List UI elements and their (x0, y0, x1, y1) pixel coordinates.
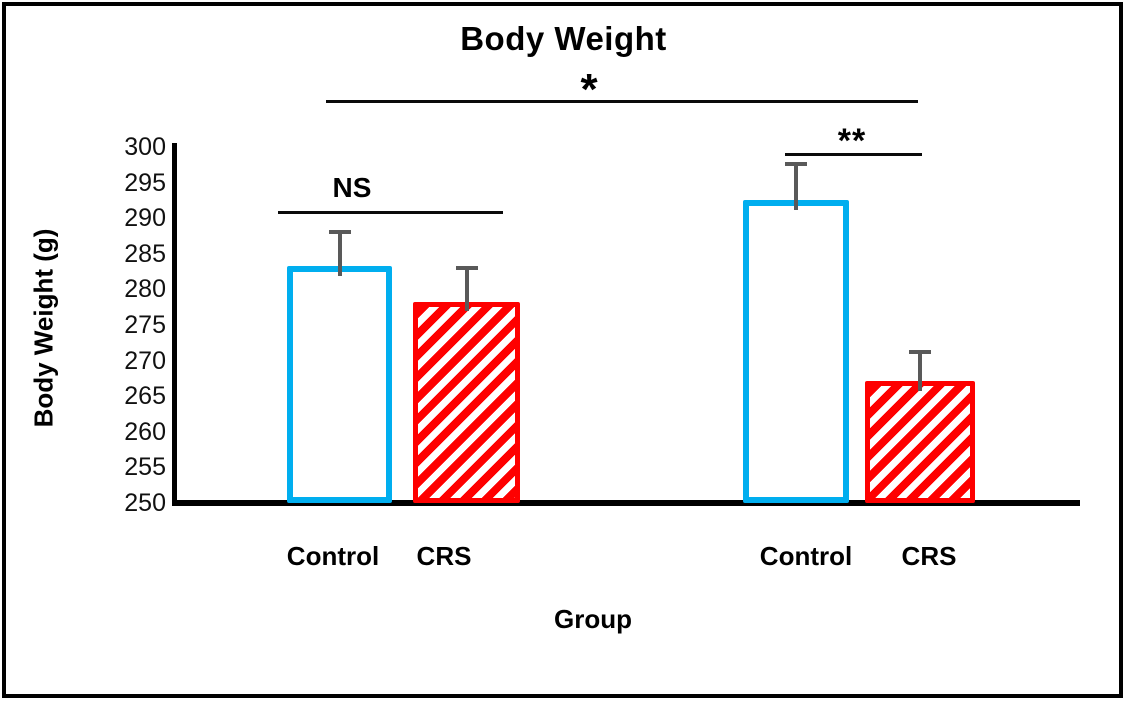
chart-title: Body Weight (460, 20, 667, 57)
error-bar-cap-control-group2 (785, 161, 807, 166)
x-category-label-crs-group2: CRS (901, 541, 957, 571)
significance-line-ns (278, 211, 503, 214)
error-bar-cap-control-group1 (328, 230, 351, 235)
significance-label-ns: NS (332, 172, 372, 203)
bar-crs-group1 (413, 301, 520, 503)
x-axis-label: Group (554, 604, 632, 634)
bar-crs-group2 (865, 381, 975, 503)
error-bar-cap-crs-group2 (909, 350, 931, 355)
y-axis-label: Body Weight (g) (28, 228, 59, 428)
bar-control-group1 (287, 265, 392, 503)
significance-line-double-star (785, 153, 922, 156)
x-category-label-crs-group1: CRS (416, 541, 472, 571)
y-tick-label-280: 280 (124, 275, 166, 304)
significance-label-star: * (580, 65, 598, 114)
y-tick-label-270: 270 (124, 346, 166, 375)
x-category-label-control-group1: Control (286, 541, 380, 571)
x-category-label-control-group2: Control (759, 541, 853, 571)
bar-control-group2 (743, 199, 849, 503)
significance-label-double-star: ** (837, 122, 867, 160)
error-bar-cap-crs-group1 (455, 266, 478, 271)
significance-line-star (326, 100, 918, 103)
y-tick-label-275: 275 (124, 311, 166, 339)
y-tick-label-260: 260 (124, 417, 166, 446)
y-tick-label-300: 300 (124, 133, 166, 161)
y-tick-label-285: 285 (124, 239, 166, 268)
y-tick-label-265: 265 (124, 382, 166, 411)
y-tick-label-295: 295 (124, 168, 166, 197)
y-tick-label-250: 250 (124, 489, 166, 517)
error-bar-stem-crs-group2 (918, 351, 922, 392)
y-tick-label-290: 290 (124, 204, 166, 233)
error-bar-stem-control-group1 (337, 231, 342, 276)
y-axis-line (172, 143, 177, 506)
error-bar-stem-control-group2 (794, 162, 798, 210)
x-axis-line (172, 500, 1080, 506)
error-bar-stem-crs-group1 (464, 267, 469, 312)
y-tick-label-255: 255 (124, 453, 166, 482)
